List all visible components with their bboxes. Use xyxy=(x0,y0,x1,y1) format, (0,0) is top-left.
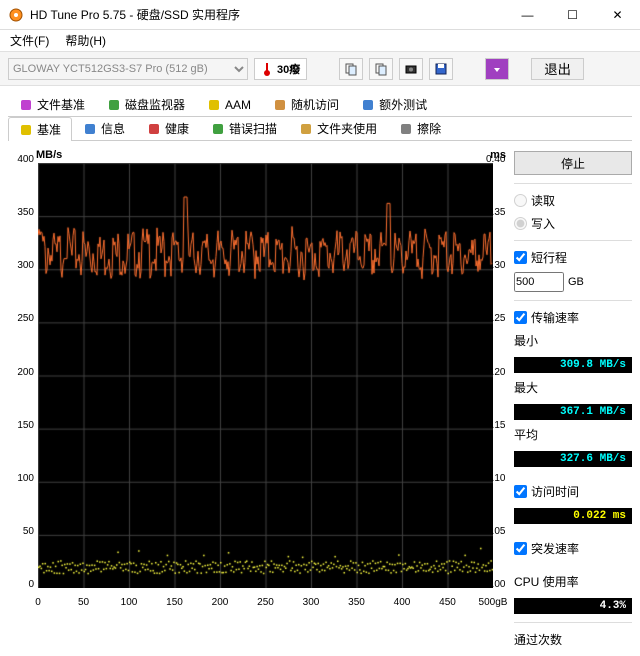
tab-icon xyxy=(361,98,375,112)
cpu-label: CPU 使用率 xyxy=(514,573,632,590)
tab-icon xyxy=(19,123,33,137)
save-button[interactable] xyxy=(429,58,453,80)
tab-错误扫描[interactable]: 错误扫描 xyxy=(200,116,288,140)
max-value: 367.1 MB/s xyxy=(514,404,632,420)
tab-icon xyxy=(147,122,161,136)
tabs-row-2: 基准信息健康错误扫描文件夹使用擦除 xyxy=(8,116,632,141)
close-button[interactable]: ✕ xyxy=(595,0,640,30)
stop-button[interactable]: 停止 xyxy=(514,151,632,175)
menu-help[interactable]: 帮助(H) xyxy=(61,30,110,51)
xaxis: 050100150200250300350400450500gB xyxy=(38,597,498,611)
max-label: 最大 xyxy=(514,379,632,396)
tab-icon xyxy=(207,98,221,112)
passes-label: 通过次数 xyxy=(514,631,632,648)
app-icon xyxy=(8,7,24,23)
tab-信息[interactable]: 信息 xyxy=(72,116,136,140)
tab-文件基准[interactable]: 文件基准 xyxy=(8,92,96,116)
tab-icon xyxy=(211,122,225,136)
chart-canvas xyxy=(38,163,493,588)
short-stroke-check[interactable]: 短行程 xyxy=(514,249,632,266)
tab-icon xyxy=(107,98,121,112)
temperature-value: 30癈 xyxy=(277,61,300,77)
tab-额外测试[interactable]: 额外测试 xyxy=(350,92,438,116)
tab-icon xyxy=(399,122,413,136)
min-value: 309.8 MB/s xyxy=(514,357,632,373)
maximize-button[interactable]: ☐ xyxy=(550,0,595,30)
tab-擦除[interactable]: 擦除 xyxy=(388,116,452,140)
tab-文件夹使用[interactable]: 文件夹使用 xyxy=(288,116,388,140)
short-stroke-input[interactable] xyxy=(514,272,564,292)
minimize-button[interactable]: — xyxy=(505,0,550,30)
copy-button[interactable] xyxy=(339,58,363,80)
read-radio[interactable]: 读取 xyxy=(514,192,632,209)
access-value: 0.022 ms xyxy=(514,508,632,524)
min-label: 最小 xyxy=(514,332,632,349)
avg-label: 平均 xyxy=(514,426,632,443)
screenshot-button[interactable] xyxy=(399,58,423,80)
tab-icon xyxy=(273,98,287,112)
tab-随机访问[interactable]: 随机访问 xyxy=(262,92,350,116)
tabs-row-1: 文件基准磁盘监视器AAM随机访问额外测试 xyxy=(8,92,632,117)
tab-磁盘监视器[interactable]: 磁盘监视器 xyxy=(96,92,196,116)
thermometer-icon xyxy=(261,62,273,76)
tab-基准[interactable]: 基准 xyxy=(8,117,72,141)
transfer-rate-check[interactable]: 传输速率 xyxy=(514,309,632,326)
title-bar: HD Tune Pro 5.75 - 硬盘/SSD 实用程序 — ☐ ✕ xyxy=(0,0,640,30)
yaxis-left: 050100150200250300350400 xyxy=(8,159,36,589)
yaxis-left-label: MB/s xyxy=(36,149,62,161)
write-radio[interactable]: 写入 xyxy=(514,215,632,232)
cpu-value: 4.3% xyxy=(514,598,632,614)
exit-button[interactable]: 退出 xyxy=(531,58,584,80)
tab-健康[interactable]: 健康 xyxy=(136,116,200,140)
options-button[interactable] xyxy=(485,58,509,80)
temperature-display: 30癈 xyxy=(254,58,307,80)
side-panel: 停止 读取 写入 短行程 GB 传输速率 最小 309.8 MB/s 最大 36… xyxy=(514,149,632,648)
toolbar: GLOWAY YCT512GS3-S7 Pro (512 gB) 30癈 退出 xyxy=(0,52,640,86)
tab-icon xyxy=(83,122,97,136)
window-title: HD Tune Pro 5.75 - 硬盘/SSD 实用程序 xyxy=(30,6,505,23)
copy2-button[interactable] xyxy=(369,58,393,80)
tab-icon xyxy=(299,122,313,136)
access-time-check[interactable]: 访问时间 xyxy=(514,483,632,500)
drive-select[interactable]: GLOWAY YCT512GS3-S7 Pro (512 gB) xyxy=(8,58,248,80)
tab-icon xyxy=(19,98,33,112)
gb-label: GB xyxy=(568,276,584,288)
menu-bar: 文件(F) 帮助(H) xyxy=(0,30,640,52)
avg-value: 327.6 MB/s xyxy=(514,451,632,467)
benchmark-chart: MB/s ms 050100150200250300350400 0.000.0… xyxy=(8,149,508,629)
menu-file[interactable]: 文件(F) xyxy=(6,30,53,51)
tab-AAM[interactable]: AAM xyxy=(196,92,262,116)
burst-check[interactable]: 突发速率 xyxy=(514,540,632,557)
